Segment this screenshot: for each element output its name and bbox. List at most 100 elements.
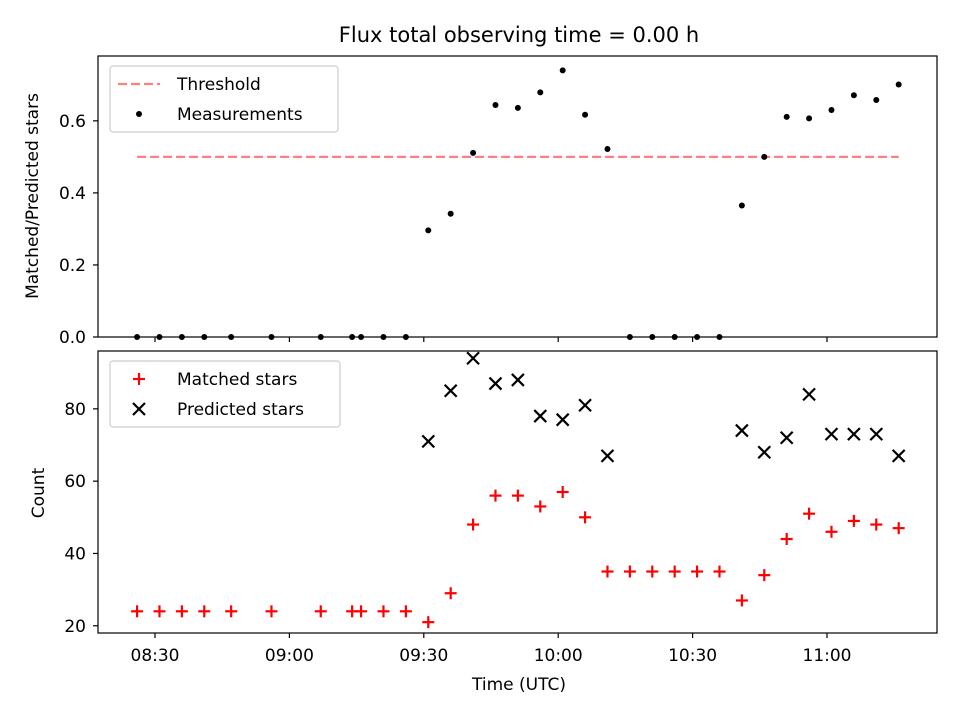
- predicted-star-point: [488, 376, 503, 391]
- matched-star-point: [892, 522, 905, 535]
- predicted-star-point: [511, 373, 525, 387]
- matched-legend-swatch: [133, 373, 145, 385]
- predicted-star-point: [600, 449, 615, 463]
- matched-star-point: [803, 507, 816, 520]
- bottom-y-tick-label: 20: [64, 617, 86, 637]
- measurement-point: [537, 89, 544, 96]
- threshold-legend-label: Threshold: [176, 75, 261, 95]
- predicted-star-point: [891, 449, 906, 463]
- matched-star-point: [579, 511, 592, 524]
- measurement-point: [783, 113, 790, 120]
- top-legend: Threshold Measurements: [109, 65, 339, 133]
- matched-star-point: [735, 594, 748, 607]
- bottom-legend: Matched stars Predicted stars: [109, 360, 341, 428]
- matched-star-point: [225, 605, 238, 618]
- matched-star-point: [399, 605, 412, 618]
- matched-star-point: [623, 565, 636, 578]
- measurement-point: [470, 149, 477, 156]
- predicted-star-point: [466, 351, 480, 366]
- bottom-y-ticks: 20 40 60 80: [64, 400, 98, 637]
- predicted-star-point: [578, 398, 592, 413]
- bottom-y-axis-label: Count: [29, 467, 49, 518]
- top-y-tick-label: 0.2: [59, 256, 86, 276]
- bottom-y-tick-label: 40: [64, 544, 86, 564]
- matched-star-point: [601, 565, 614, 578]
- x-tick-label: 11:00: [803, 646, 852, 666]
- x-tick-label: 10:00: [534, 646, 583, 666]
- matched-star-point: [870, 518, 883, 531]
- x-tick-label: 09:00: [265, 646, 314, 666]
- top-legend-box: [109, 65, 339, 133]
- predicted-star-point: [779, 430, 794, 445]
- x-tick-label: 10:30: [668, 646, 717, 666]
- measurements-legend-swatch: [136, 111, 142, 117]
- bottom-y-tick-label: 80: [64, 400, 86, 420]
- measurement-point: [873, 96, 880, 103]
- predicted-star-point: [735, 423, 749, 438]
- top-panel: 0.0 0.2 0.4 0.6 Matched/Predicted stars Thr…: [23, 55, 938, 348]
- matched-star-point: [444, 587, 457, 600]
- matched-star-point: [825, 525, 838, 538]
- predicted-star-point: [555, 412, 570, 427]
- matched-star-point: [377, 605, 390, 618]
- matched-star-point: [713, 565, 726, 578]
- bottom-y-tick-label: 60: [64, 472, 86, 492]
- x-tick-label: 09:30: [399, 646, 448, 666]
- measurement-point: [738, 202, 745, 209]
- matched-star-point: [265, 605, 278, 618]
- measurement-point: [806, 115, 813, 122]
- predicted-star-point: [421, 434, 436, 449]
- top-y-tick-label: 0.6: [59, 112, 86, 132]
- measurement-point: [828, 107, 835, 114]
- predicted-star-point: [802, 387, 816, 402]
- predicted-legend-label: Predicted stars: [177, 400, 304, 420]
- matched-star-point: [422, 616, 435, 629]
- matched-star-point: [355, 605, 368, 618]
- matched-star-point: [780, 533, 793, 545]
- measurement-point: [850, 92, 857, 99]
- predicted-star-point: [824, 427, 839, 441]
- matched-star-point: [534, 500, 547, 513]
- top-y-tick-label: 0.4: [59, 184, 86, 204]
- matched-star-point: [646, 565, 659, 578]
- measurements-legend-label: Measurements: [177, 105, 303, 125]
- matched-star-point: [131, 605, 144, 618]
- matched-star-point: [691, 565, 704, 578]
- matched-star-point: [489, 489, 502, 502]
- measurement-point: [425, 227, 432, 234]
- top-y-axis-label: Matched/Predicted stars: [23, 93, 43, 299]
- bottom-legend-box: [109, 360, 341, 428]
- top-x-ticks: [154, 337, 828, 342]
- predicted-star-point: [443, 383, 458, 398]
- matched-star-point: [758, 569, 771, 582]
- top-plot-frame: [97, 55, 938, 338]
- measurement-point: [492, 101, 499, 108]
- predicted-star-point: [533, 409, 548, 423]
- x-axis-label: Time (UTC): [471, 675, 566, 695]
- matched-star-point: [511, 489, 524, 502]
- predicted-legend-swatch: [132, 402, 146, 416]
- matched-star-point: [153, 605, 166, 618]
- bottom-x-ticks: 08:30 09:00 09:30 10:00 10:30 11:00: [131, 633, 852, 666]
- matched-star-point: [198, 605, 211, 618]
- measurement-point: [447, 210, 454, 217]
- predicted-star-point: [847, 427, 861, 441]
- predicted-star-point: [757, 445, 772, 460]
- matched-legend-label: Matched stars: [177, 370, 297, 390]
- measurement-point: [514, 104, 521, 111]
- measurement-point: [604, 145, 611, 152]
- x-tick-label: 08:30: [131, 646, 180, 666]
- bottom-plot-frame: [97, 350, 938, 634]
- top-y-ticks: 0.0 0.2 0.4 0.6: [59, 112, 98, 348]
- predicted-star-point: [869, 427, 884, 441]
- measurement-point: [559, 67, 566, 74]
- matched-star-point: [467, 518, 480, 531]
- matched-star-point: [175, 605, 188, 618]
- matched-star-point: [314, 605, 327, 618]
- matched-star-point: [847, 514, 860, 527]
- measurement-point: [761, 153, 768, 160]
- top-y-tick-label: 0.0: [59, 328, 86, 348]
- measurement-point: [582, 111, 589, 118]
